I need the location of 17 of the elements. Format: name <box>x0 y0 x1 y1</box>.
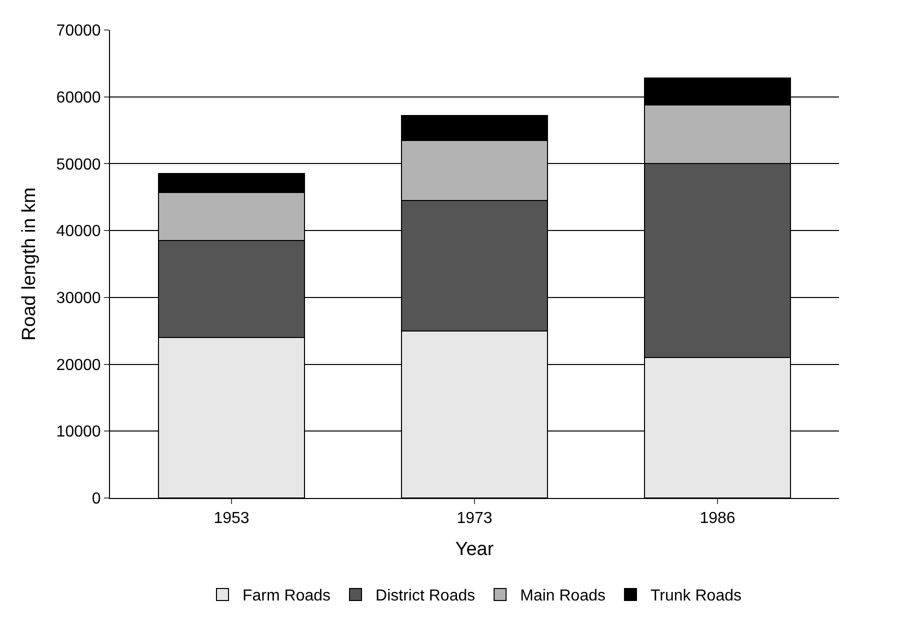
y-tick-label: 10000 <box>56 424 101 441</box>
y-tick-label: 50000 <box>56 156 101 174</box>
x-tick-label: 1973 <box>456 510 492 528</box>
legend-label: Trunk Roads <box>650 588 742 605</box>
y-tick-label: 40000 <box>56 223 101 240</box>
legend-label: Farm Roads <box>242 588 331 605</box>
x-tick-label: 1986 <box>700 510 736 528</box>
y-tick-label: 30000 <box>56 290 101 308</box>
y-tick-label: 60000 <box>56 89 101 106</box>
y-tick-label: 20000 <box>56 356 101 374</box>
x-axis-title: Year <box>455 539 494 560</box>
y-tick-label: 0 <box>92 490 101 508</box>
legend-label: Main Roads <box>520 588 606 605</box>
x-tick-label: 1953 <box>214 510 250 528</box>
legend-label: District Roads <box>376 588 476 605</box>
y-tick-label: 70000 <box>56 22 101 40</box>
y-axis-title: Road length in km <box>19 187 40 341</box>
